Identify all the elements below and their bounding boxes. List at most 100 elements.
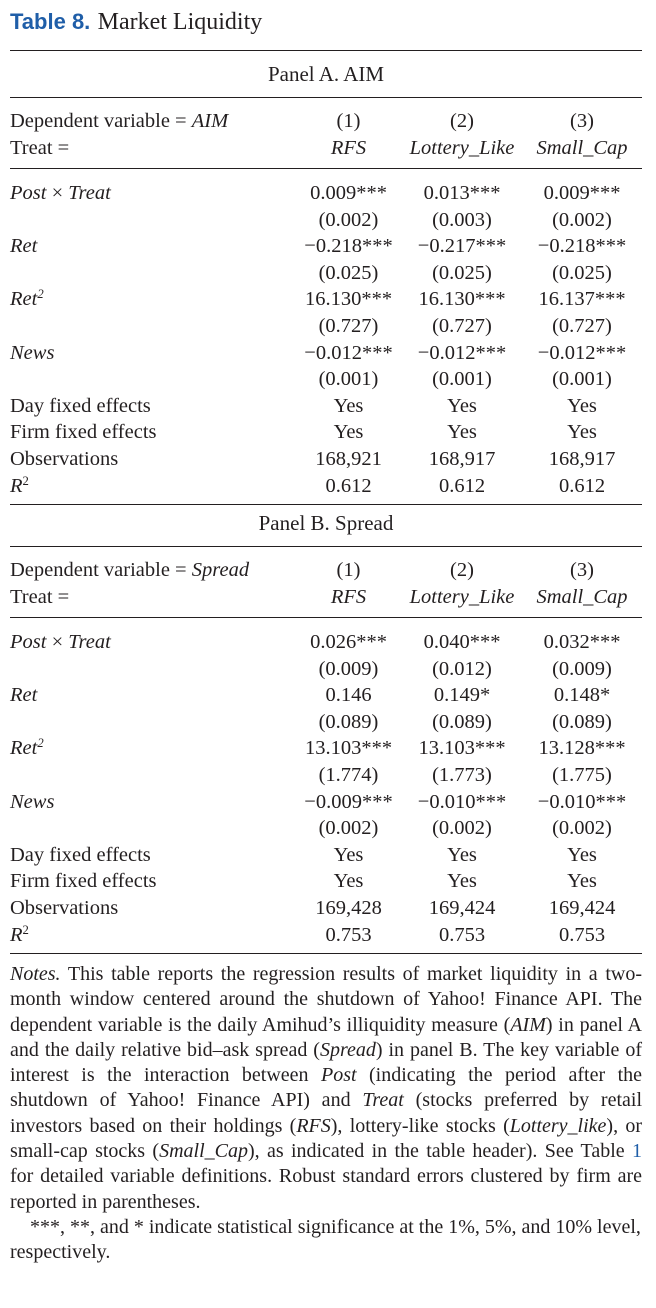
se-cell: (0.002) (552, 817, 612, 840)
value-cell: Yes (447, 870, 477, 893)
coef-cell: 0.146 (325, 684, 372, 707)
table-row: News −0.012*** −0.012*** −0.012*** (10, 340, 642, 367)
value-cell: 168,917 (428, 447, 496, 470)
panel-a-header-rule (10, 168, 642, 169)
header-row-treat: Treat = RFS Lottery_Like Small_Cap (10, 584, 642, 611)
se-cell: (0.089) (318, 710, 379, 733)
notes-label: Notes. (10, 963, 61, 985)
coef-cell: 16.130*** (418, 288, 506, 311)
se-cell: (0.089) (552, 710, 612, 733)
panel-b-header: Dependent variable = Spread (1) (2) (3) … (10, 557, 642, 611)
table-row: (0.727) (0.727) (0.727) (10, 313, 642, 340)
coef-cell: 0.009*** (310, 182, 387, 204)
panel-a-title: Panel A. AIM (267, 62, 385, 86)
table-row: Ret2 13.103*** 13.103*** 13.128*** (10, 735, 642, 762)
table-row: Ret 0.146 0.149* 0.148* (10, 682, 642, 709)
se-cell: (0.009) (552, 657, 612, 680)
treat-label: Treat = (10, 137, 70, 159)
coef-cell: 16.130*** (304, 288, 393, 311)
panel-a-header: Dependent variable = AIM (1) (2) (3) Tre… (10, 108, 642, 162)
value-cell: 169,424 (548, 896, 616, 919)
panel-a-bottom-rule (10, 504, 642, 505)
panel-b-header-rule (10, 617, 642, 618)
value-cell: Yes (567, 394, 597, 417)
value-cell: 169,424 (428, 896, 496, 919)
coef-cell: −0.217*** (417, 235, 507, 258)
header-row-depvar: Dependent variable = Spread (1) (2) (3) (10, 557, 642, 584)
se-cell: (0.727) (552, 314, 612, 337)
value-cell: 169,428 (315, 896, 382, 919)
coef-cell: −0.012*** (417, 341, 507, 364)
col-name: Small_Cap (536, 586, 628, 608)
row-label: Post × Treat (10, 631, 111, 653)
table-row: (0.002) (0.002) (0.002) (10, 815, 642, 842)
table-row: Observations 168,921 168,917 168,917 (10, 446, 642, 473)
value-cell: Yes (447, 843, 477, 866)
row-label: Observations (10, 447, 119, 470)
panel-b-title: Panel B. Spread (258, 511, 394, 535)
value-cell: 0.753 (558, 923, 606, 946)
coef-cell: 0.040*** (423, 631, 501, 653)
se-cell: (1.773) (432, 763, 492, 786)
depvar-name: AIM (191, 110, 229, 132)
row-label: Observations (10, 896, 119, 919)
coef-cell: 0.148* (553, 684, 611, 707)
row-label: Ret (10, 235, 38, 258)
row-label: Ret (10, 684, 38, 707)
value-cell: 0.612 (558, 474, 606, 497)
table-row: Firm fixed effects Yes Yes Yes (10, 419, 642, 446)
table-row: Post × Treat 0.026*** 0.040*** 0.032*** (10, 629, 642, 656)
coef-cell: −0.218*** (537, 235, 627, 258)
value-cell: Yes (567, 843, 597, 866)
col-name: Small_Cap (536, 137, 628, 159)
coef-cell: 0.026*** (310, 631, 387, 653)
row-label: Ret2 (10, 287, 44, 311)
value-cell: Yes (333, 843, 364, 866)
se-cell: (0.002) (552, 208, 612, 231)
table-row: (1.774) (1.773) (1.775) (10, 762, 642, 789)
value-cell: Yes (333, 870, 364, 893)
coef-cell: 0.149* (433, 684, 491, 707)
row-label: Day fixed effects (10, 843, 151, 866)
se-cell: (0.025) (318, 261, 379, 284)
coef-cell: 13.103*** (418, 737, 506, 760)
coef-cell: −0.009*** (304, 790, 393, 813)
row-label: News (10, 341, 55, 364)
row-label: Firm fixed effects (10, 870, 157, 893)
se-cell: (0.001) (432, 368, 492, 391)
table-1-link[interactable]: 1 (632, 1140, 642, 1163)
se-cell: (0.009) (318, 657, 379, 680)
table-title: Market Liquidity (97, 9, 263, 35)
row-label: News (10, 790, 55, 813)
panel-a-body: Post × Treat 0.009*** 0.013*** 0.009*** … (10, 180, 642, 499)
table-row: Firm fixed effects Yes Yes Yes (10, 868, 642, 895)
col-num: (3) (570, 559, 594, 581)
col-name: Lottery_Like (409, 137, 515, 159)
value-cell: 0.753 (325, 923, 372, 946)
se-cell: (0.727) (432, 314, 492, 337)
row-label: Post × Treat (10, 182, 111, 204)
coef-cell: −0.012*** (537, 341, 627, 364)
table-row: Day fixed effects Yes Yes Yes (10, 393, 642, 420)
depvar-label: Dependent variable = AIM (10, 110, 229, 132)
row-label: Firm fixed effects (10, 421, 157, 444)
row-label: Day fixed effects (10, 394, 151, 417)
coef-cell: 13.128*** (538, 737, 626, 760)
table-row: (0.002) (0.003) (0.002) (10, 207, 642, 234)
coef-cell: 16.137*** (538, 288, 626, 311)
table-label: Table 8. (10, 9, 91, 34)
col-name: RFS (330, 586, 367, 608)
col-num: (2) (450, 110, 474, 132)
depvar-name: Spread (191, 559, 250, 581)
panel-b-bottom-rule (10, 953, 642, 954)
value-cell: Yes (447, 421, 477, 444)
top-rule (10, 50, 642, 51)
header-row-depvar: Dependent variable = AIM (1) (2) (3) (10, 108, 642, 135)
se-cell: (1.775) (552, 763, 612, 786)
se-cell: (0.002) (432, 817, 492, 840)
significance-legend: ***, **, and * indicate statistical sign… (10, 1215, 641, 1264)
table-row: (0.009) (0.012) (0.009) (10, 656, 642, 683)
table-row: Ret −0.218*** −0.217*** −0.218*** (10, 233, 642, 260)
value-cell: 168,917 (548, 447, 616, 470)
coef-cell: −0.010*** (417, 790, 507, 813)
